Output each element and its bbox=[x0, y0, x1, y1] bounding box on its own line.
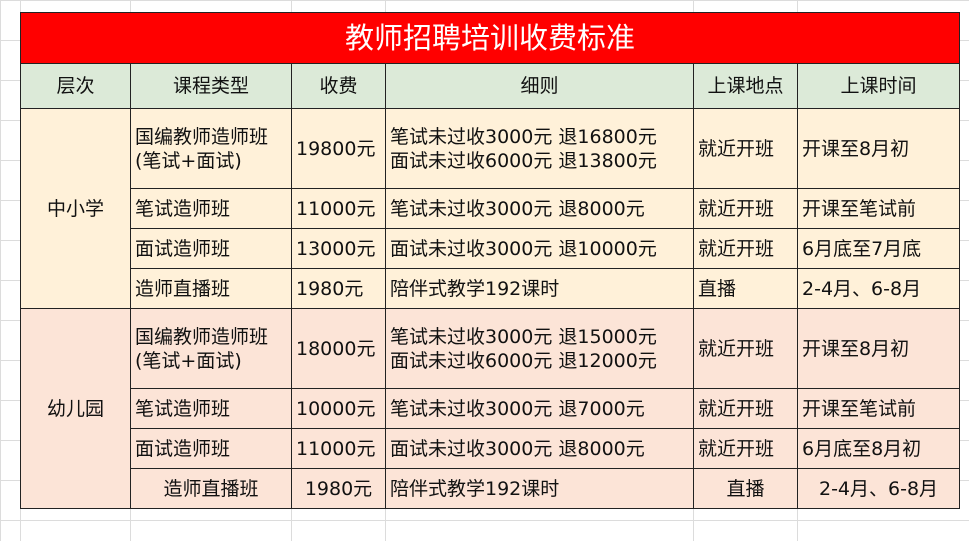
time-cell: 6月底至8月初 bbox=[796, 428, 961, 469]
rules-cell-line: 面试未过收3000元 退8000元 bbox=[390, 437, 645, 460]
course-cell-line: 笔试造师班 bbox=[135, 197, 231, 220]
rules-cell: 笔试未过收3000元 退16800元 面试未过收6000元 退13800元 bbox=[385, 108, 694, 189]
column-header: 收费 bbox=[291, 63, 386, 109]
course-cell-line: (笔试+面试) bbox=[135, 149, 242, 172]
course-cell: 笔试造师班 bbox=[130, 388, 292, 429]
rules-cell-line: 陪伴式教学192课时 bbox=[390, 477, 560, 500]
level-cell: 中小学 bbox=[20, 108, 131, 309]
column-header: 上课时间 bbox=[796, 63, 961, 109]
fee-cell: 19800元 bbox=[291, 108, 386, 189]
course-cell-line: 面试造师班 bbox=[135, 237, 231, 260]
table-row: 幼儿园 国编教师造师班 (笔试+面试) 18000元 笔试未过收3000元 退15000… bbox=[20, 308, 961, 509]
fee-cell: 18000元 bbox=[291, 308, 386, 389]
rules-cell: 面试未过收3000元 退8000元 bbox=[385, 428, 694, 469]
course-cell-line: 笔试造师班 bbox=[135, 397, 231, 420]
course-cell: 国编教师造师班 (笔试+面试) bbox=[130, 308, 292, 389]
table-title: 教师招聘培训收费标准 bbox=[19, 12, 961, 64]
rules-cell: 陪伴式教学192课时 bbox=[385, 468, 694, 509]
time-cell: 开课至8月初 bbox=[796, 108, 961, 189]
course-cell-line: 造师直播班 bbox=[163, 477, 259, 500]
table-row: 面试造师班 11000元 面试未过收3000元 退8000元 就近开班 6月底至8月初 bbox=[21, 428, 961, 469]
place-cell: 就近开班 bbox=[693, 428, 798, 469]
course-cell-line: 造师直播班 bbox=[135, 277, 231, 300]
rules-cell-line: 笔试未过收3000元 退8000元 bbox=[390, 197, 645, 220]
course-cell: 面试造师班 bbox=[130, 228, 292, 269]
course-cell-line: 国编教师造师班 bbox=[135, 125, 269, 148]
course-cell: 造师直播班 bbox=[130, 268, 292, 309]
column-header: 层次 bbox=[20, 63, 131, 109]
place-cell: 就近开班 bbox=[693, 108, 798, 189]
fee-cell: 11000元 bbox=[291, 188, 386, 229]
rules-cell-line: 面试未过收6000元 退13800元 bbox=[390, 149, 657, 172]
place-cell: 就近开班 bbox=[693, 388, 798, 429]
rules-cell-line: 陪伴式教学192课时 bbox=[390, 277, 560, 300]
time-cell: 开课至8月初 bbox=[796, 308, 961, 389]
table-row: 中小学 国编教师造师班 (笔试+面试) 19800元 笔试未过收3000元 退16800… bbox=[20, 108, 961, 309]
fee-cell: 10000元 bbox=[291, 388, 386, 429]
place-cell: 就近开班 bbox=[693, 228, 798, 269]
time-cell: 开课至笔试前 bbox=[796, 188, 961, 229]
time-cell: 2-4月、6-8月 bbox=[796, 268, 961, 309]
table-row: 造师直播班 1980元 陪伴式教学192课时 直播 2-4月、6-8月 bbox=[21, 268, 961, 309]
rules-cell-line: 面试未过收6000元 退12000元 bbox=[390, 349, 657, 372]
fee-cell: 1980元 bbox=[291, 468, 386, 509]
table-row: 造师直播班 1980元 陪伴式教学192课时 直播 2-4月、6-8月 bbox=[21, 468, 961, 509]
fee-cell: 13000元 bbox=[291, 228, 386, 269]
rules-cell: 面试未过收3000元 退10000元 bbox=[385, 228, 694, 269]
column-header: 上课地点 bbox=[693, 63, 798, 109]
place-cell: 就近开班 bbox=[693, 308, 798, 389]
place-cell: 就近开班 bbox=[693, 188, 798, 229]
table-row: 笔试造师班 10000元 笔试未过收3000元 退7000元 就近开班 开课至笔试前 bbox=[21, 388, 961, 429]
place-cell: 直播 bbox=[693, 268, 798, 309]
time-cell: 2-4月、6-8月 bbox=[796, 468, 961, 509]
rules-cell-line: 笔试未过收3000元 退7000元 bbox=[390, 397, 645, 420]
rules-cell-line: 面试未过收3000元 退10000元 bbox=[390, 237, 657, 260]
course-cell-line: (笔试+面试) bbox=[135, 349, 242, 372]
time-cell: 6月底至7月底 bbox=[796, 228, 961, 269]
course-cell: 造师直播班 bbox=[130, 468, 292, 509]
fee-cell: 1980元 bbox=[291, 268, 386, 309]
rules-cell: 陪伴式教学192课时 bbox=[385, 268, 694, 309]
column-header: 课程类型 bbox=[130, 63, 292, 109]
rules-cell-line: 笔试未过收3000元 退15000元 bbox=[390, 325, 657, 348]
course-cell: 笔试造师班 bbox=[130, 188, 292, 229]
table-row: 笔试造师班 11000元 笔试未过收3000元 退8000元 就近开班 开课至笔试前 bbox=[21, 188, 961, 229]
rules-cell: 笔试未过收3000元 退7000元 bbox=[385, 388, 694, 429]
rules-cell-line: 笔试未过收3000元 退16800元 bbox=[390, 125, 657, 148]
place-cell: 直播 bbox=[693, 468, 798, 509]
table-row: 面试造师班 13000元 面试未过收3000元 退10000元 就近开班 6月底至7月底 bbox=[21, 228, 961, 269]
fee-table: 教师招聘培训收费标准 层次 课程类型 收费 细则 上课地点 上课时间 中小学 国编教师造师班… bbox=[19, 12, 961, 509]
column-header: 细则 bbox=[385, 63, 694, 109]
time-cell: 开课至笔试前 bbox=[796, 388, 961, 429]
course-cell: 面试造师班 bbox=[130, 428, 292, 469]
level-cell: 幼儿园 bbox=[20, 308, 131, 509]
course-cell-line: 国编教师造师班 bbox=[135, 325, 269, 348]
course-cell-line: 面试造师班 bbox=[135, 437, 231, 460]
rules-cell: 笔试未过收3000元 退15000元 面试未过收6000元 退12000元 bbox=[385, 308, 694, 389]
fee-cell: 11000元 bbox=[291, 428, 386, 469]
rules-cell: 笔试未过收3000元 退8000元 bbox=[385, 188, 694, 229]
course-cell: 国编教师造师班 (笔试+面试) bbox=[130, 108, 292, 189]
